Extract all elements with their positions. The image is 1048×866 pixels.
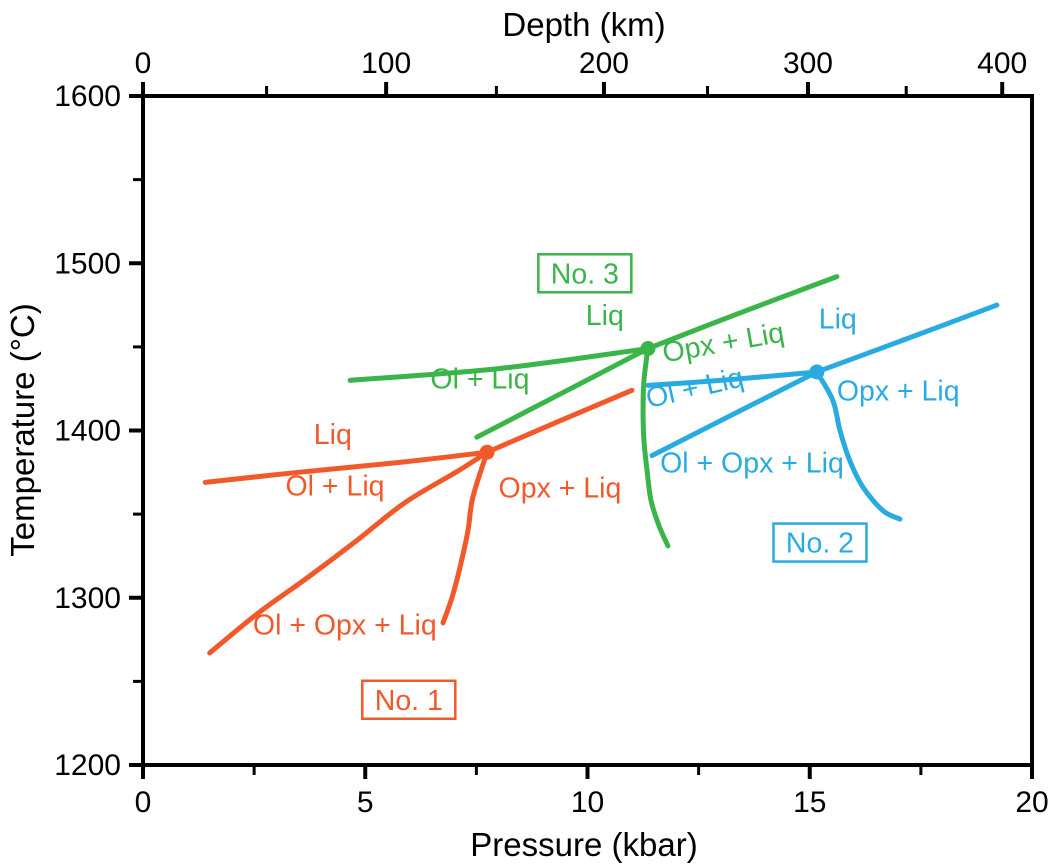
curve-ol-out-boundary bbox=[649, 369, 820, 459]
region-label: Ol + Opx + Liq bbox=[253, 610, 437, 642]
curve-opx-in-boundary bbox=[640, 346, 671, 549]
pressure-tick-label: 0 bbox=[135, 786, 152, 819]
curve-opx-liquidus-extension bbox=[645, 274, 840, 352]
temperature-tick-label: 1600 bbox=[54, 80, 121, 113]
series-group bbox=[202, 274, 1000, 656]
temperature-tick-label: 1400 bbox=[54, 415, 121, 448]
pressure-tick-label: 20 bbox=[1015, 786, 1048, 819]
series-no-2 bbox=[645, 302, 1000, 522]
depth-tick-label: 100 bbox=[361, 47, 411, 80]
top-axis-title: Depth (km) bbox=[502, 6, 665, 43]
junction-dot bbox=[640, 341, 656, 357]
temperature-tick-label: 1500 bbox=[54, 247, 121, 280]
curve-ol-out-boundary bbox=[474, 346, 651, 440]
depth-tick-label: 400 bbox=[977, 47, 1027, 80]
series-no-1 bbox=[202, 387, 635, 656]
sample-label-box: No. 1 bbox=[361, 679, 457, 721]
temperature-tick-label: 1200 bbox=[54, 749, 121, 782]
region-label: Opx + Liq bbox=[837, 375, 960, 407]
x-axis-title: Pressure (kbar) bbox=[470, 826, 697, 863]
series-no-3 bbox=[347, 274, 840, 549]
plot-frame-group bbox=[141, 94, 1034, 767]
junction-dot bbox=[479, 444, 495, 460]
y-axis-title: Temperature (°C) bbox=[4, 303, 41, 556]
pressure-tick-label: 10 bbox=[571, 786, 604, 819]
sample-box-label: No. 1 bbox=[375, 685, 443, 717]
sample-box-border bbox=[772, 522, 868, 563]
curve-opx-in-boundary bbox=[440, 449, 490, 626]
depth-tick-label: 300 bbox=[783, 47, 833, 80]
curve-ol-liquidus bbox=[645, 369, 820, 388]
sample-box-label: No. 2 bbox=[786, 528, 854, 560]
sample-box-border bbox=[537, 253, 633, 294]
region-label: Liq bbox=[586, 300, 624, 332]
region-label: Liq bbox=[819, 303, 857, 335]
region-label: Ol + Liq bbox=[643, 362, 747, 415]
sample-box-border bbox=[361, 679, 457, 721]
curve-ol-liquidus bbox=[347, 346, 651, 383]
pressure-tick-label: 5 bbox=[357, 786, 374, 819]
region-label: Ol + Liq bbox=[430, 364, 529, 396]
axis-ticks-group: 0 5 10 15 20 1600 1500 1400 1300 1200 0 100 200 300 40… bbox=[54, 47, 1048, 819]
region-label: Ol + Opx + Liq bbox=[660, 447, 844, 479]
sample-label-box: No. 2 bbox=[772, 522, 868, 563]
curve-opx-liquidus-extension bbox=[814, 302, 1000, 375]
curve-ol-opx-cotectic bbox=[207, 449, 490, 656]
junction-dot bbox=[809, 364, 825, 380]
region-label: Liq bbox=[314, 419, 352, 451]
curve-ol-liquidus bbox=[202, 449, 490, 485]
region-label: Opx + Liq bbox=[499, 472, 622, 504]
depth-tick-label: 200 bbox=[579, 47, 629, 80]
sample-label-box: No. 3 bbox=[537, 253, 633, 294]
plot-frame bbox=[141, 94, 1034, 767]
curve-opx-in-boundary bbox=[814, 369, 903, 522]
depth-tick-label: 0 bbox=[135, 47, 152, 80]
sample-box-label: No. 3 bbox=[551, 258, 619, 290]
region-label: Opx + Liq bbox=[660, 317, 786, 370]
curve-opx-liquidus-extension bbox=[484, 387, 635, 455]
region-label: Ol + Liq bbox=[286, 471, 385, 503]
pressure-tick-label: 15 bbox=[793, 786, 826, 819]
temperature-tick-label: 1300 bbox=[54, 582, 121, 615]
